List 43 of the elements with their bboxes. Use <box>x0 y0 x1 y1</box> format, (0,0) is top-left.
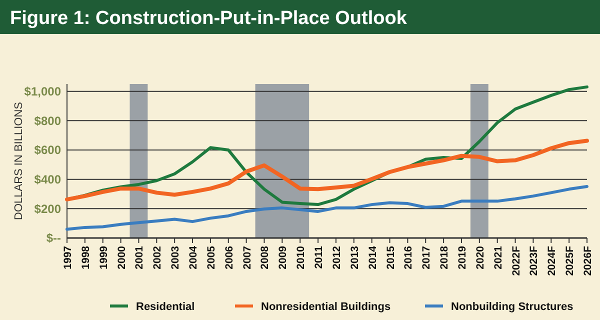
line-series <box>65 138 589 202</box>
y-tick-label: $200 <box>34 202 62 216</box>
x-tick-label: 2026F <box>582 245 594 276</box>
y-axis-title: DOLLARS IN BILLIONS <box>13 102 25 220</box>
x-tick-label: 2017 <box>420 246 433 270</box>
x-tick-label: 2011 <box>313 246 326 269</box>
x-tick-label: 2023F <box>528 245 540 276</box>
x-tick-label: 1999 <box>98 246 110 270</box>
x-tick-label: 2016 <box>402 246 415 270</box>
x-tick-label: 2003 <box>170 246 182 270</box>
x-tick-label: 2009 <box>277 246 290 270</box>
x-tick-label: 2025F <box>564 245 576 276</box>
x-tick-label: 2005 <box>205 246 218 270</box>
y-tick-label: $-- <box>46 231 61 246</box>
y-tick-label: $600 <box>34 143 62 158</box>
chart-title: Figure 1: Construction-Put-in-Place Outlook <box>10 8 408 29</box>
x-tick-label: 2022F <box>510 245 522 276</box>
x-tick-label: 2010 <box>295 246 308 270</box>
x-tick-label: 2012 <box>330 246 343 270</box>
x-tick-label: 1998 <box>80 246 92 270</box>
x-tick-label: 2014 <box>366 246 379 270</box>
x-tick-label: 2019 <box>456 246 468 270</box>
y-tick-label: $800 <box>34 114 62 128</box>
x-tick-label: 2024F <box>546 245 558 276</box>
x-tick-label: 2018 <box>438 246 451 270</box>
x-tick-label: 2004 <box>188 246 200 270</box>
x-tick-label: 2007 <box>241 246 254 270</box>
x-tick-label: 2001 <box>134 246 146 270</box>
x-tick-label: 2006 <box>223 246 236 270</box>
x-tick-label: 2021 <box>492 246 504 270</box>
y-tick-label: $1,000 <box>24 84 62 99</box>
legend-label: Nonresidential Buildings <box>261 300 391 313</box>
legend-label: Nonbuilding Structures <box>451 300 574 313</box>
x-tick-label: 2002 <box>152 246 164 270</box>
x-tick-label: 1997 <box>62 246 74 270</box>
x-tick-label: 2000 <box>116 246 128 270</box>
y-tick-label: $400 <box>34 172 62 187</box>
x-tick-label: 2008 <box>259 246 272 270</box>
x-tick-label: 2020 <box>474 246 486 270</box>
legend-label: Residential <box>136 300 195 313</box>
line-series <box>66 185 588 231</box>
x-tick-label: 2013 <box>348 246 361 270</box>
x-tick-label: 2015 <box>384 246 397 270</box>
